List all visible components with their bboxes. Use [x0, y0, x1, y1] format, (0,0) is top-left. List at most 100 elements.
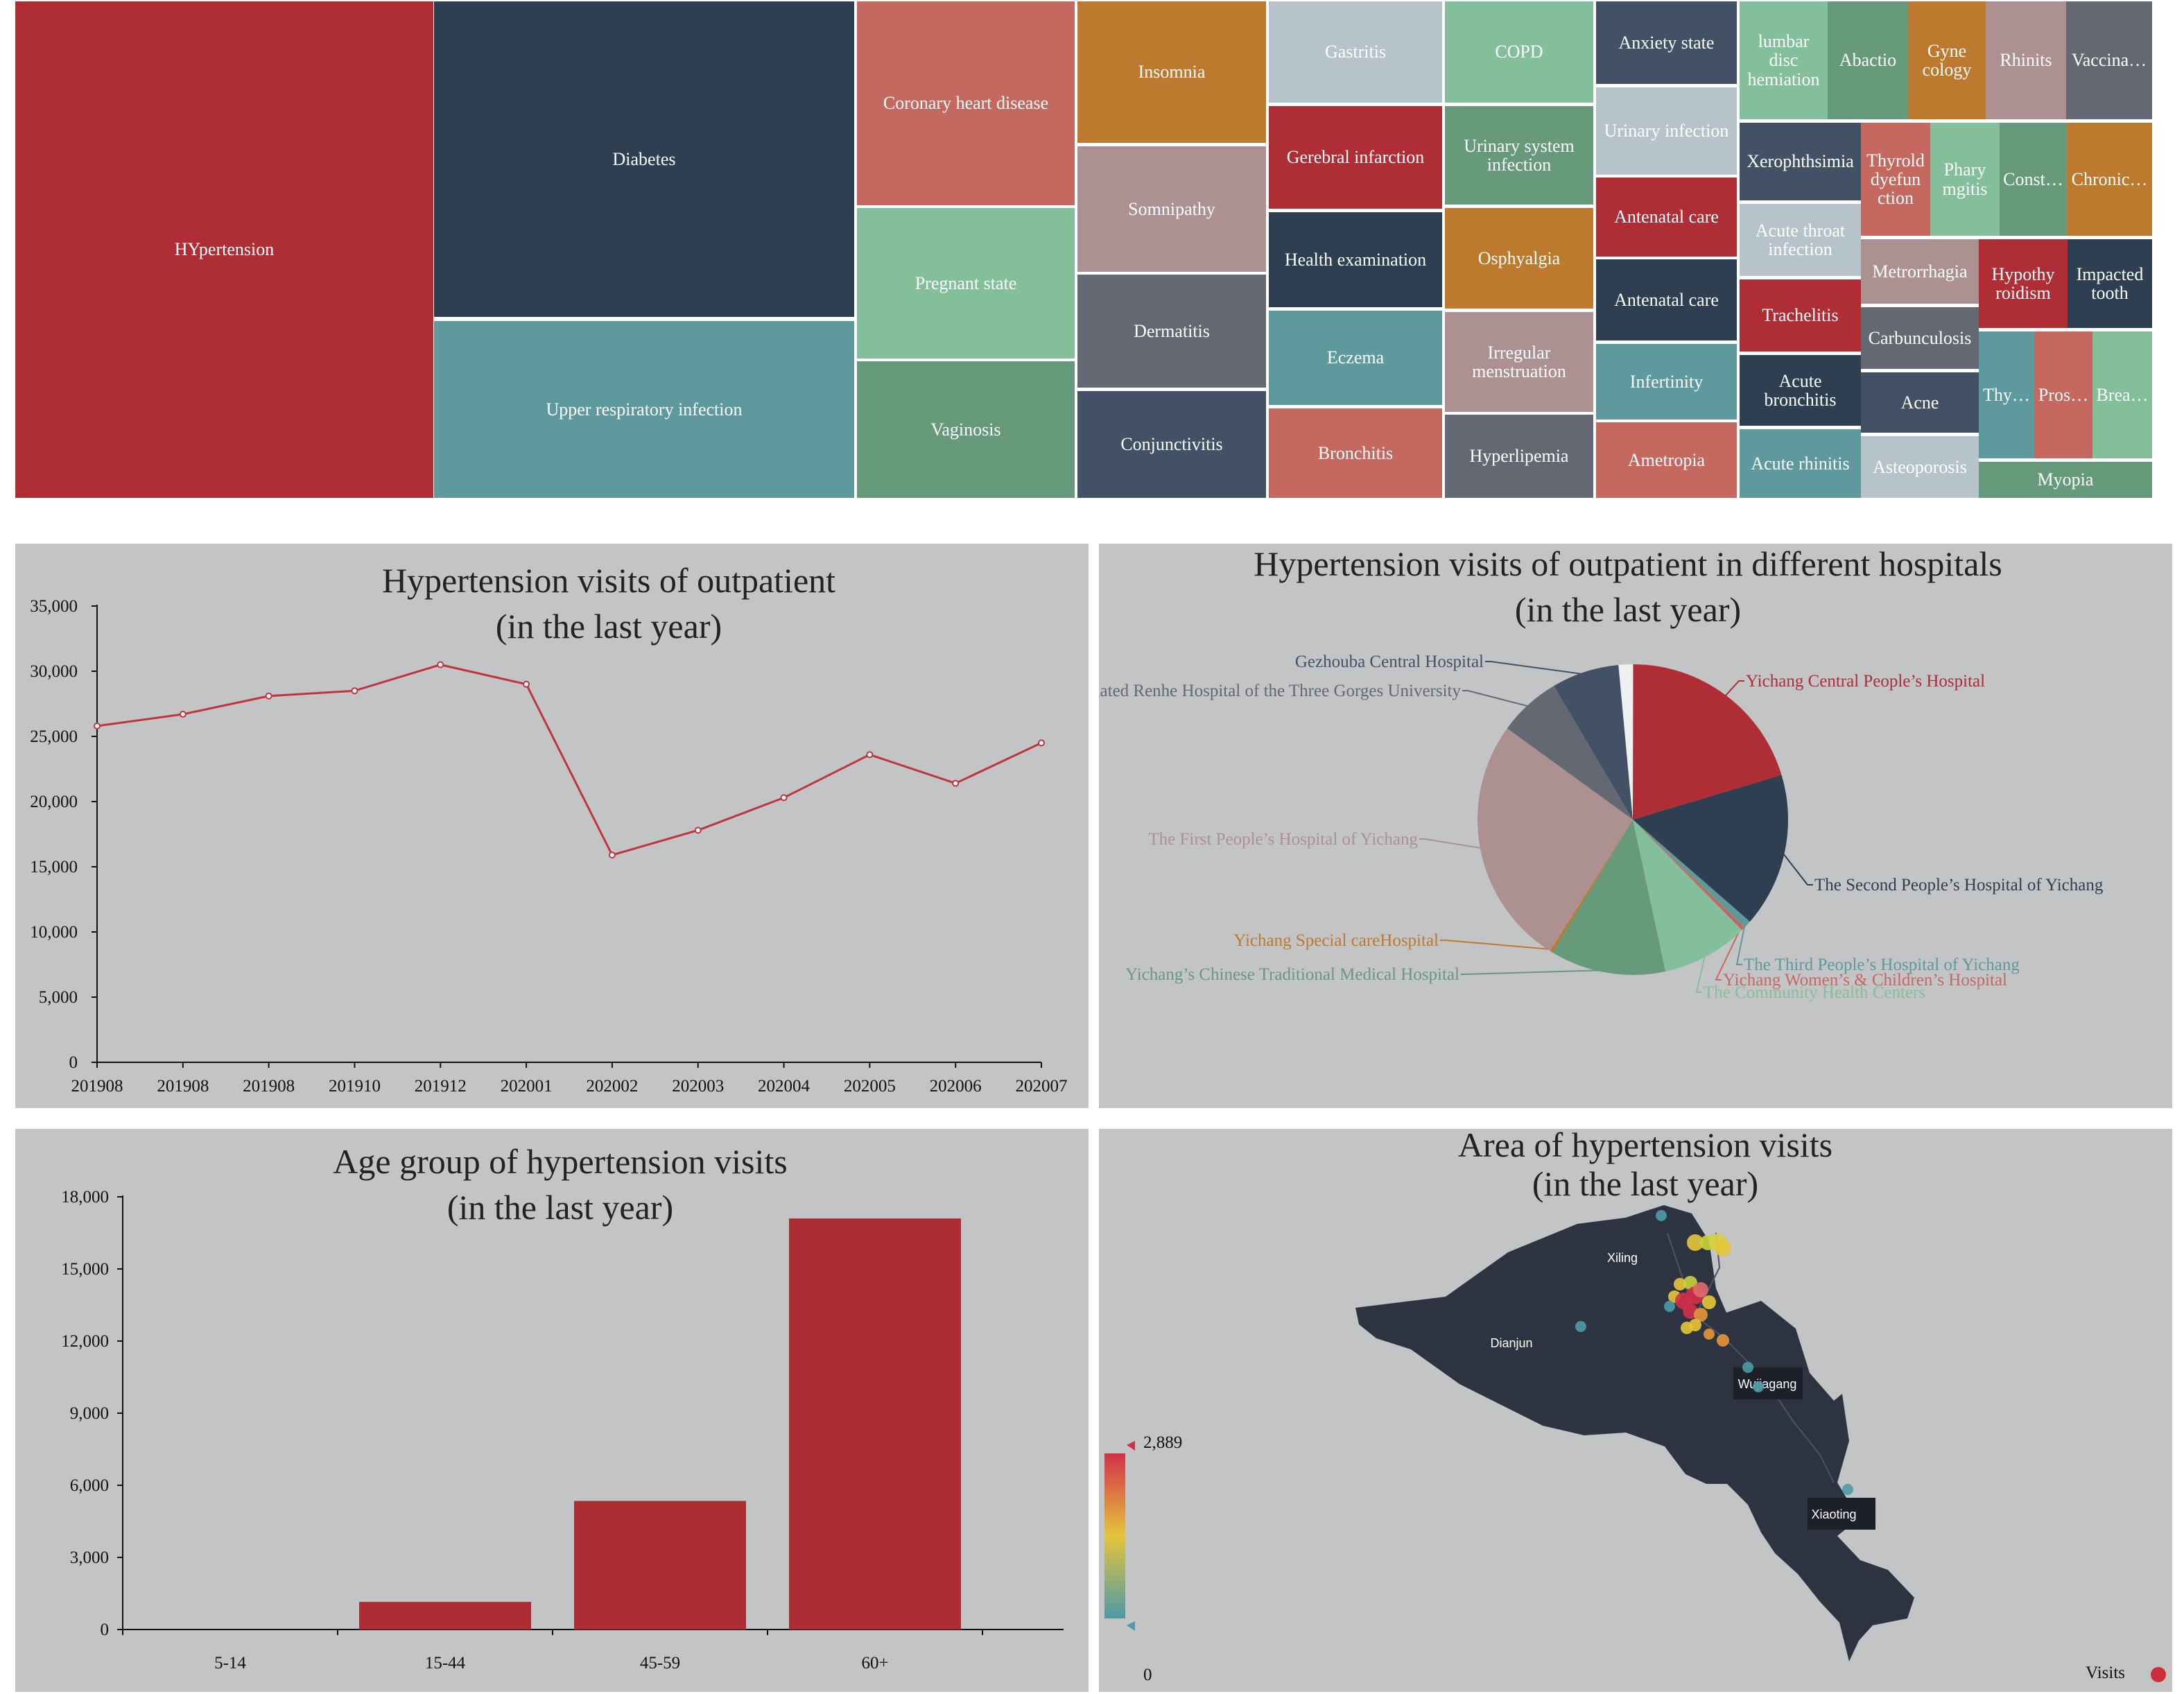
- pie-label-yichang-women-s-children-s-hospital: Yichang Women’s & Children’s Hospital: [1723, 971, 2007, 989]
- pie-slice-yichang-women-s-children-s-hospital: [1633, 820, 1745, 931]
- pie-leader-line: [1462, 690, 1531, 708]
- line-x-tick-label: 202006: [930, 1077, 982, 1096]
- treemap-cell-acute-bronchitis: Acute bronchitis: [1740, 355, 1861, 426]
- map-point: [1689, 1319, 1701, 1331]
- pie-label-the-second-people-s-hospital-of-yichang: The Second People’s Hospital of Yichang: [1814, 876, 2104, 894]
- treemap-cell-hypothy-roidism: Hypothy roidism: [1979, 239, 2068, 328]
- pie-chart-subtitle: (in the last year): [1515, 590, 1741, 629]
- yichang-region-shape: [1355, 1205, 1914, 1661]
- pie-leader-line: [1485, 661, 1586, 675]
- line-y-tick-label: 35,000: [30, 597, 78, 616]
- line-point: [94, 722, 101, 729]
- visualmap-min-label: 0: [1143, 1666, 1152, 1684]
- treemap-cell-bronchitis: Bronchitis: [1269, 408, 1442, 498]
- treemap-cell-xerophthsimia: Xerophthsimia: [1740, 123, 1861, 200]
- treemap-cell-health-examination: Health examination: [1269, 212, 1442, 307]
- bar-y-tick-label: 15,000: [61, 1260, 109, 1279]
- treemap-cell-acute-rhinitis: Acute rhinitis: [1740, 429, 1861, 498]
- pie-label-yichang-s-chinese-traditional-medical-hospital: Yichang’s Chinese Traditional Medical Ho…: [1125, 965, 1459, 984]
- pie-label-the-third-people-s-hospital-of-yichang: The Third People’s Hospital of Yichang: [1744, 956, 2020, 974]
- line-y-tick-label: 5,000: [39, 988, 78, 1007]
- treemap-cell-impacted-tooth: Impacted tooth: [2068, 239, 2152, 328]
- treemap-cell-vaginosis: Vaginosis: [857, 361, 1075, 498]
- treemap-cell-irregular-menstruation: Irregular menstruation: [1445, 312, 1593, 412]
- treemap-cell-myopia: Myopia: [1979, 462, 2152, 498]
- pie-slice-yichang-s-chinese-traditional-medical-hospital: [1552, 820, 1666, 975]
- district-label-xiling: Xiling: [1607, 1251, 1638, 1265]
- map-point: [1664, 1301, 1675, 1312]
- line-x-tick-label: 202005: [844, 1077, 896, 1096]
- bar-60: [789, 1218, 961, 1630]
- map-title: Area of hypertension visits: [1458, 1129, 1832, 1164]
- bar-y-tick-label: 3,000: [70, 1548, 109, 1567]
- pie-leader-line: [1735, 922, 1747, 965]
- treemap-cell-const: Const…: [2000, 123, 2067, 236]
- bar-y-tick-label: 6,000: [70, 1476, 109, 1495]
- line-y-tick-label: 30,000: [30, 662, 78, 681]
- bar-y-tick-label: 0: [101, 1620, 110, 1639]
- bar-chart-subtitle: (in the last year): [447, 1188, 673, 1227]
- treemap-cell-upper-respiratory-infection: Upper respiratory infection: [434, 321, 854, 498]
- line-y-tick-label: 10,000: [30, 923, 78, 942]
- visualmap-colorbar: [1104, 1453, 1125, 1618]
- treemap-cell-thy: Thy…: [1979, 331, 2034, 458]
- line-point: [523, 680, 530, 688]
- line-point: [351, 687, 358, 695]
- treemap-cell-eczema: Eczema: [1269, 311, 1442, 405]
- line-point: [780, 794, 788, 802]
- bar-15-44: [359, 1602, 531, 1630]
- line-chart-title: Hypertension visits of outpatient: [382, 561, 835, 600]
- treemap-cell-gerebral-infarction: Gerebral infarction: [1269, 106, 1442, 209]
- treemap-cell-gastritis: Gastritis: [1269, 1, 1442, 103]
- pie-leader-line: [1723, 680, 1744, 698]
- bar-y-tick-label: 12,000: [61, 1332, 109, 1351]
- treemap-cell-coronary-heart-disease: Coronary heart disease: [857, 1, 1075, 205]
- treemap-cell-urinary-system-infection: Urinary system infection: [1445, 106, 1593, 205]
- bar-x-tick-label: 60+: [861, 1654, 888, 1673]
- line-point: [265, 692, 272, 700]
- map-point: [1704, 1329, 1715, 1340]
- line-x-tick-label: 202002: [586, 1077, 638, 1096]
- visualmap-max-label: 2,889: [1143, 1433, 1182, 1452]
- bar-x-tick-label: 45-59: [640, 1654, 680, 1673]
- pie-leader-line: [1419, 838, 1484, 849]
- pie-leader-line: [1695, 953, 1706, 993]
- pie-slice-the-third-people-s-hospital-of-yichang: [1633, 820, 1750, 928]
- map-point: [1702, 1295, 1716, 1309]
- treemap-cell-osphyalgia: Osphyalgia: [1445, 208, 1593, 309]
- map-point: [1687, 1234, 1704, 1251]
- line-point: [179, 711, 187, 718]
- line-x-tick-label: 201912: [415, 1077, 467, 1096]
- line-x-tick-label: 201908: [157, 1077, 209, 1096]
- pie-label-affiliated-renhe-hospital-of-the-three-gorges-university: Affiliated Renhe Hospital of the Three G…: [1099, 682, 1461, 700]
- disease-treemap: HYpertension Diabetes Upper respiratory in…: [15, 1, 2152, 501]
- treemap-cell-hyperlipemia: Hyperlipemia: [1445, 415, 1593, 498]
- pie-leader-line: [1715, 926, 1742, 980]
- bar-x-tick-label: 15-44: [425, 1654, 466, 1673]
- treemap-cell-diabetes: Diabetes: [434, 1, 854, 317]
- pie-slice-yichang-special-carehospital: [1550, 820, 1633, 953]
- line-point: [952, 779, 960, 787]
- legend-label-visits: Visits: [2086, 1663, 2125, 1682]
- bar-chart-title: Age group of hypertension visits: [333, 1142, 787, 1181]
- line-point: [1038, 739, 1045, 747]
- treemap-cell-infertinity: Infertinity: [1596, 344, 1737, 420]
- pie-label-the-community-health-centers: The Community Health Centers: [1704, 983, 1925, 1002]
- pie-chart: Hypertension visits of outpatient in dif…: [1099, 544, 2104, 1002]
- treemap-cell-pros: Pros…: [2034, 331, 2092, 458]
- area-map: Area of hypertension visits (in the last…: [1104, 1129, 2166, 1684]
- district-label-box: [1733, 1367, 1803, 1399]
- map-point: [1742, 1362, 1753, 1373]
- pie-label-yichang-central-people-s-hospital: Yichang Central People’s Hospital: [1746, 672, 1985, 691]
- treemap-cell-copd: COPD: [1445, 1, 1593, 103]
- pie-chart-panel: Hypertension visits of outpatient in dif…: [1099, 544, 2172, 1108]
- pie-slice-gezhouba-central-hospital: [1554, 664, 1633, 820]
- line-point: [866, 751, 874, 759]
- bar-chart-panel: Age group of hypertension visits (in the…: [15, 1129, 1089, 1692]
- line-point: [437, 661, 444, 668]
- treemap-cell-carbunculosis: Carbunculosis: [1861, 307, 1979, 369]
- line-series: [96, 664, 1042, 856]
- pie-slice-the-community-health-centers: [1633, 820, 1742, 971]
- treemap-cell-pregnant-state: Pregnant state: [857, 208, 1075, 358]
- map-point: [1683, 1276, 1697, 1290]
